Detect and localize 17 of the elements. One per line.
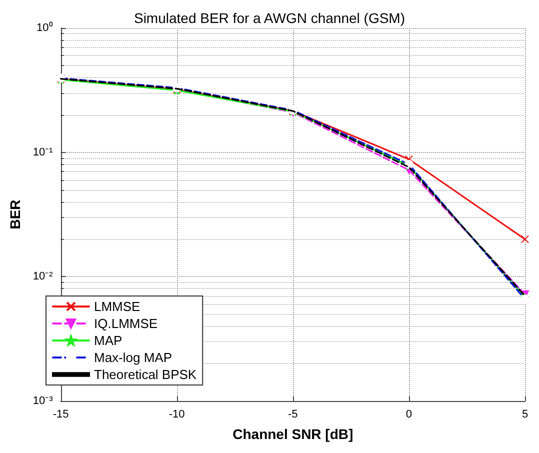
legend-label: MAP	[94, 333, 122, 348]
x-tick-label: -5	[288, 408, 298, 420]
y-tick-label: 10⁻²	[32, 270, 54, 283]
x-tick-label: 0	[406, 408, 412, 420]
legend-label: Max-log MAP	[94, 350, 172, 365]
y-axis-title: BER	[7, 200, 23, 230]
x-tick-label: -10	[168, 408, 185, 420]
x-tick-label: 5	[522, 408, 528, 420]
chart-title: Simulated BER for a AWGN channel (GSM)	[134, 10, 406, 26]
legend-label: Theoretical BPSK	[94, 367, 197, 382]
legend-label: LMMSE	[94, 299, 141, 314]
y-tick-label: 10⁻³	[32, 395, 54, 407]
x-tick-label: -15	[52, 408, 69, 420]
y-tick-label: 10⁻¹	[32, 146, 54, 158]
y-tick-label: 10⁰	[36, 21, 53, 34]
x-axis-title: Channel SNR [dB]	[232, 426, 354, 442]
legend-label: IQ.LMMSE	[94, 316, 158, 331]
